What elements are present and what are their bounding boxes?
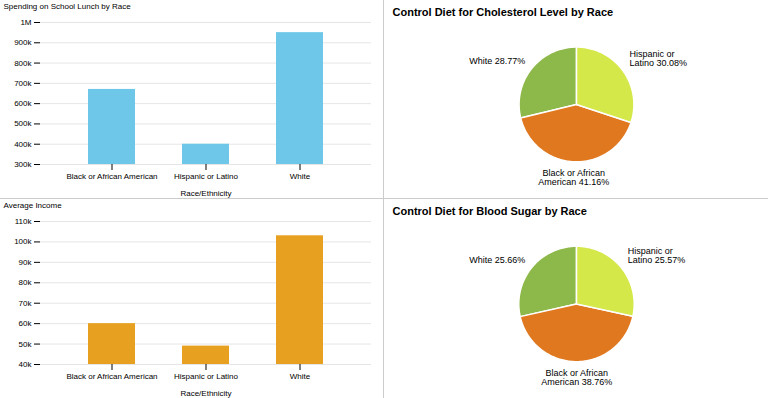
- svg-text:White 28.77%: White 28.77%: [469, 56, 525, 66]
- svg-text:60k: 60k: [19, 319, 33, 328]
- svg-text:50k: 50k: [19, 340, 33, 349]
- svg-text:Average Income: Average Income: [4, 201, 63, 210]
- svg-text:Hispanic orLatino 30.08%: Hispanic orLatino 30.08%: [629, 49, 687, 68]
- svg-text:600k: 600k: [14, 99, 32, 108]
- svg-text:Hispanic orLatino 25.57%: Hispanic orLatino 25.57%: [628, 246, 686, 265]
- svg-text:Race/Ethnicity: Race/Ethnicity: [180, 389, 231, 398]
- svg-text:40k: 40k: [19, 360, 33, 369]
- svg-text:100k: 100k: [14, 237, 32, 246]
- svg-text:Control Diet for Cholesterol L: Control Diet for Cholesterol Level by Ra…: [393, 6, 614, 18]
- svg-text:Hispanic or Latino: Hispanic or Latino: [174, 172, 239, 181]
- svg-text:Race/Ethnicity: Race/Ethnicity: [180, 189, 231, 198]
- svg-text:Hispanic or Latino: Hispanic or Latino: [174, 372, 239, 381]
- svg-text:110k: 110k: [15, 217, 33, 226]
- svg-text:80k: 80k: [19, 278, 33, 287]
- svg-text:Black or African American: Black or African American: [66, 372, 157, 381]
- svg-text:Black or AfricanAmerican 41.16: Black or AfricanAmerican 41.16%: [538, 168, 609, 187]
- svg-text:Spending on School Lunch by Ra: Spending on School Lunch by Race: [4, 2, 132, 11]
- svg-text:70k: 70k: [19, 299, 33, 308]
- svg-text:Control Diet for Blood Sugar b: Control Diet for Blood Sugar by Race: [393, 205, 587, 217]
- svg-text:White 25.66%: White 25.66%: [469, 255, 525, 265]
- svg-text:1M: 1M: [20, 18, 31, 27]
- svg-text:White: White: [290, 172, 311, 181]
- svg-text:Black or AfricanAmerican 38.76: Black or AfricanAmerican 38.76%: [541, 368, 612, 387]
- svg-text:White: White: [290, 372, 311, 381]
- svg-text:800k: 800k: [14, 59, 32, 68]
- svg-text:Black or African American: Black or African American: [66, 172, 157, 181]
- svg-text:400k: 400k: [14, 140, 32, 149]
- svg-text:90k: 90k: [19, 258, 33, 267]
- svg-text:500k: 500k: [14, 119, 32, 128]
- svg-text:700k: 700k: [14, 79, 32, 88]
- svg-text:300k: 300k: [14, 160, 32, 169]
- svg-text:900k: 900k: [14, 38, 32, 47]
